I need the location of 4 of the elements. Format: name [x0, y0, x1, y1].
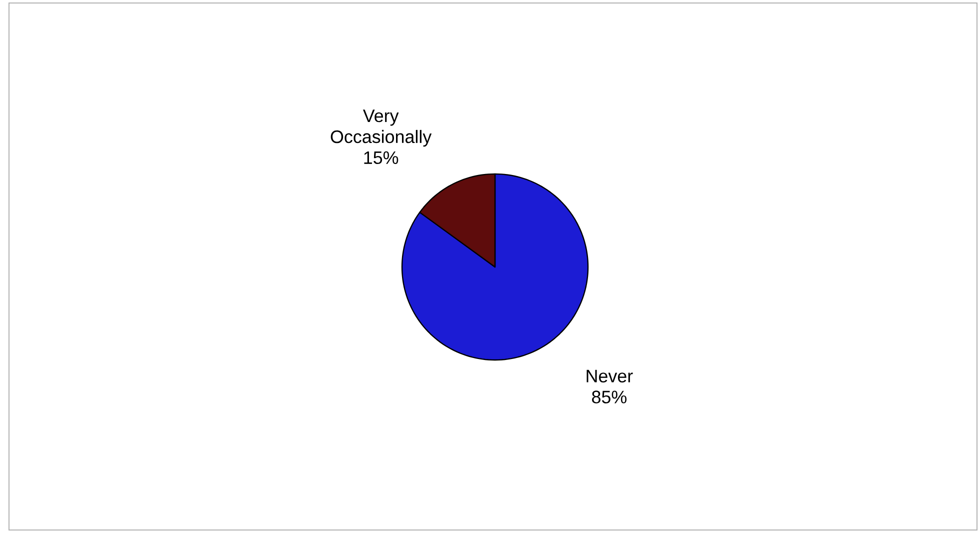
slice-label: Very Occasionally — [330, 110, 432, 147]
data-label: 15% — [364, 151, 398, 164]
slice-label: Never — [586, 370, 633, 382]
data-label: 85% — [592, 390, 626, 404]
